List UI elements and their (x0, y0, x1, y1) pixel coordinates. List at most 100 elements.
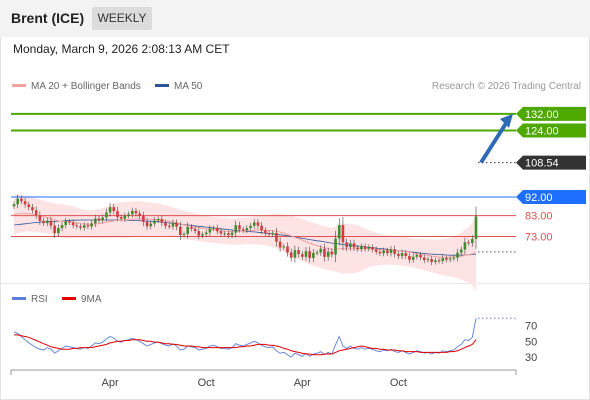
candle-body (101, 217, 105, 221)
candle-body (215, 227, 219, 232)
candle-body (245, 228, 249, 231)
candle-body (300, 254, 304, 257)
candle-body (474, 216, 478, 239)
candle-body (323, 248, 326, 257)
candle-body (171, 222, 175, 227)
research-credit: Research © 2026 Trading Central (431, 81, 581, 92)
candle-body (308, 251, 311, 259)
level-tag-92.00 (516, 189, 586, 204)
candle-body (20, 198, 23, 202)
candle-body (260, 225, 263, 231)
candle-body (437, 260, 441, 262)
candle-body (471, 238, 474, 244)
legend-swatch-rsi-ma (62, 296, 76, 300)
x-tick-label-oct: Oct (198, 377, 215, 389)
candle-body (385, 250, 389, 254)
candle-body (186, 226, 190, 234)
candle-body (190, 226, 193, 229)
level-tag-124.00 (516, 123, 586, 138)
candle-body (212, 227, 215, 229)
level-label-124.00: 124.00 (525, 125, 559, 137)
legend-ma50: MA 50 (155, 81, 202, 92)
candle-body (271, 232, 275, 235)
candle-body (411, 256, 415, 260)
candle-body (326, 251, 330, 257)
candle-body (49, 220, 53, 226)
legend-label-ma20: MA 20 + Bollinger Bands (31, 81, 141, 92)
candle-body (57, 228, 60, 234)
forecast-arrow-shaft (479, 120, 509, 164)
rsi-tick-70: 70 (525, 320, 537, 332)
candle-body (223, 233, 226, 235)
candle-body (175, 222, 178, 227)
bollinger-band (14, 194, 476, 292)
candle-body (463, 242, 467, 250)
candle-body (426, 259, 430, 261)
legend-label-rsi: RSI (31, 294, 48, 305)
candle-body (430, 259, 433, 263)
candle-body (363, 246, 367, 249)
legend-rsi: RSI (12, 294, 48, 305)
candle-body (378, 251, 382, 254)
candle-body (286, 246, 289, 253)
forecast-arrow-head (500, 113, 513, 128)
candle-body (127, 214, 130, 216)
candle-body (75, 225, 79, 227)
level-label-92.00: 92.00 (525, 192, 553, 204)
candle-body (252, 222, 256, 226)
candle-body (448, 258, 452, 260)
candles (12, 194, 478, 266)
candle-body (452, 257, 456, 259)
candle-body (419, 254, 422, 258)
legend-ma20-bollinger: MA 20 + Bollinger Bands (12, 81, 141, 92)
candle-body (90, 223, 93, 227)
candle-body (400, 253, 404, 257)
candle-body (112, 207, 116, 212)
candle-body (182, 233, 186, 235)
candle-body (53, 225, 56, 234)
candle-body (105, 212, 108, 218)
candle-body (193, 228, 197, 232)
panel-divider (1, 283, 589, 284)
candle-body (275, 232, 278, 242)
x-tick-label-oct: Oct (390, 377, 407, 389)
candle-body (374, 249, 378, 252)
candle-body (149, 223, 153, 227)
legend-rsi-ma: 9MA (62, 294, 102, 305)
level-label-83.00: 83.00 (525, 211, 553, 223)
candle-body (422, 257, 426, 261)
candle-body (145, 221, 149, 227)
candle-body (282, 246, 286, 248)
candle-body (68, 221, 71, 223)
candle-body (297, 250, 300, 255)
legend-swatch-rsi (12, 296, 26, 300)
x-tick-label-apr: Apr (294, 377, 311, 389)
candle-body (130, 210, 134, 215)
candle-body (415, 254, 419, 257)
candle-body (119, 217, 123, 219)
weekly-button[interactable]: WEEKLY (92, 7, 152, 30)
candle-body (164, 222, 167, 226)
candle-body (267, 233, 271, 235)
candle-body (349, 243, 352, 248)
candle-body (341, 225, 345, 243)
candle-body (197, 231, 201, 236)
last-price-label: 108.54 (525, 158, 559, 170)
rsi-ma-line (14, 334, 477, 356)
header-bar: Brent (ICE) WEEKLY (0, 0, 590, 37)
candle-body (179, 226, 182, 235)
candle-body (337, 225, 341, 239)
candle-body (256, 222, 260, 226)
candle-body (45, 220, 49, 224)
level-tag-132.00 (516, 106, 586, 121)
candle-body (456, 252, 459, 258)
candle-body (445, 258, 448, 260)
candle-body (12, 204, 16, 207)
level-label-73.00: 73.00 (525, 231, 553, 243)
candle-body (156, 218, 160, 221)
candle-body (227, 233, 230, 236)
candle-body (234, 225, 238, 233)
candle-body (138, 213, 141, 216)
legend-label-rsi-ma: 9MA (81, 294, 102, 305)
